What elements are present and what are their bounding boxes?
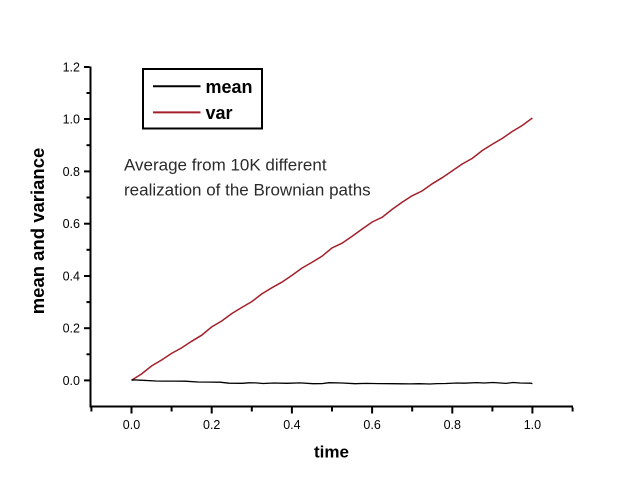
- svg-text:0.8: 0.8: [63, 165, 80, 179]
- svg-text:0.0: 0.0: [123, 418, 140, 432]
- svg-text:1.0: 1.0: [63, 113, 80, 127]
- svg-text:mean: mean: [206, 77, 253, 97]
- svg-text:time: time: [314, 443, 349, 462]
- svg-text:realization of the Brownian pa: realization of the Brownian paths: [124, 181, 371, 200]
- svg-text:1.0: 1.0: [524, 418, 541, 432]
- svg-text:0.2: 0.2: [203, 418, 220, 432]
- svg-text:0.8: 0.8: [444, 418, 461, 432]
- svg-text:Average from 10K different: Average from 10K different: [124, 155, 327, 174]
- svg-text:0.6: 0.6: [63, 217, 80, 231]
- svg-text:0.0: 0.0: [63, 374, 80, 388]
- svg-text:0.4: 0.4: [283, 418, 300, 432]
- svg-text:1.2: 1.2: [63, 61, 80, 75]
- svg-text:0.2: 0.2: [63, 322, 80, 336]
- svg-text:0.6: 0.6: [363, 418, 380, 432]
- svg-text:mean and variance: mean and variance: [27, 148, 48, 315]
- svg-text:0.4: 0.4: [63, 270, 80, 284]
- svg-text:var: var: [206, 103, 233, 123]
